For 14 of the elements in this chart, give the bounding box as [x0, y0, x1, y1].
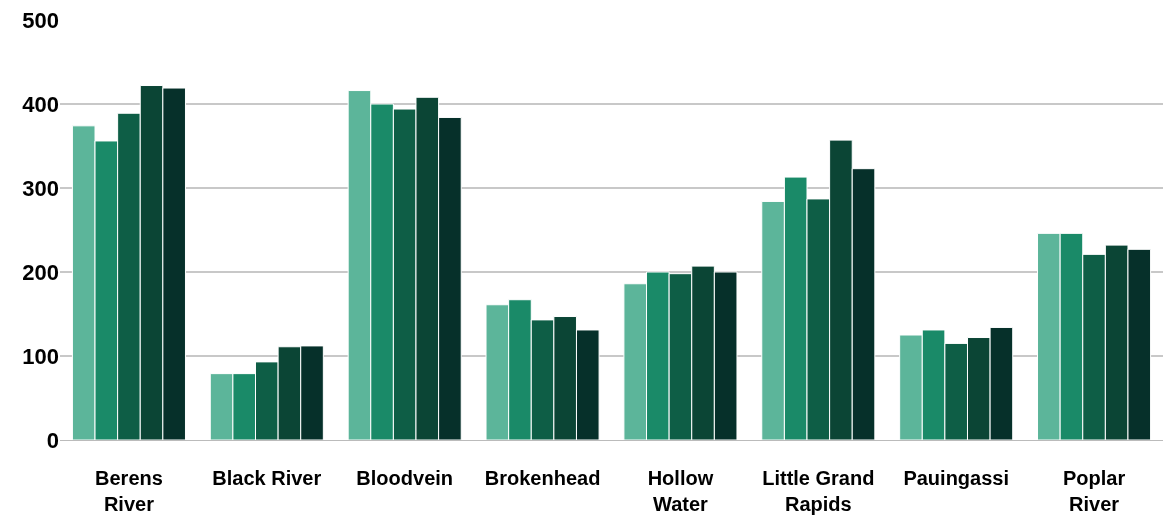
y-tick-label: 0	[46, 427, 59, 453]
x-tick-label: Berens River	[95, 467, 163, 515]
x-tick-label: Little Grand Rapids	[762, 467, 875, 515]
y-tick-label: 500	[22, 7, 59, 33]
x-tick-label: Poplar River	[1062, 467, 1126, 515]
x-tick-label: Brokenhead	[484, 467, 601, 489]
y-tick-label: 400	[22, 91, 59, 117]
x-tick-label: Hollow Water	[647, 467, 714, 515]
y-tick-label: 100	[22, 343, 59, 369]
x-tick-label: Bloodvein	[356, 467, 454, 489]
y-tick-label: 300	[22, 175, 59, 201]
y-tick-label: 200	[22, 259, 59, 285]
x-tick-label: Pauingassi	[903, 467, 1009, 489]
x-tick-label: Black River	[212, 467, 322, 489]
